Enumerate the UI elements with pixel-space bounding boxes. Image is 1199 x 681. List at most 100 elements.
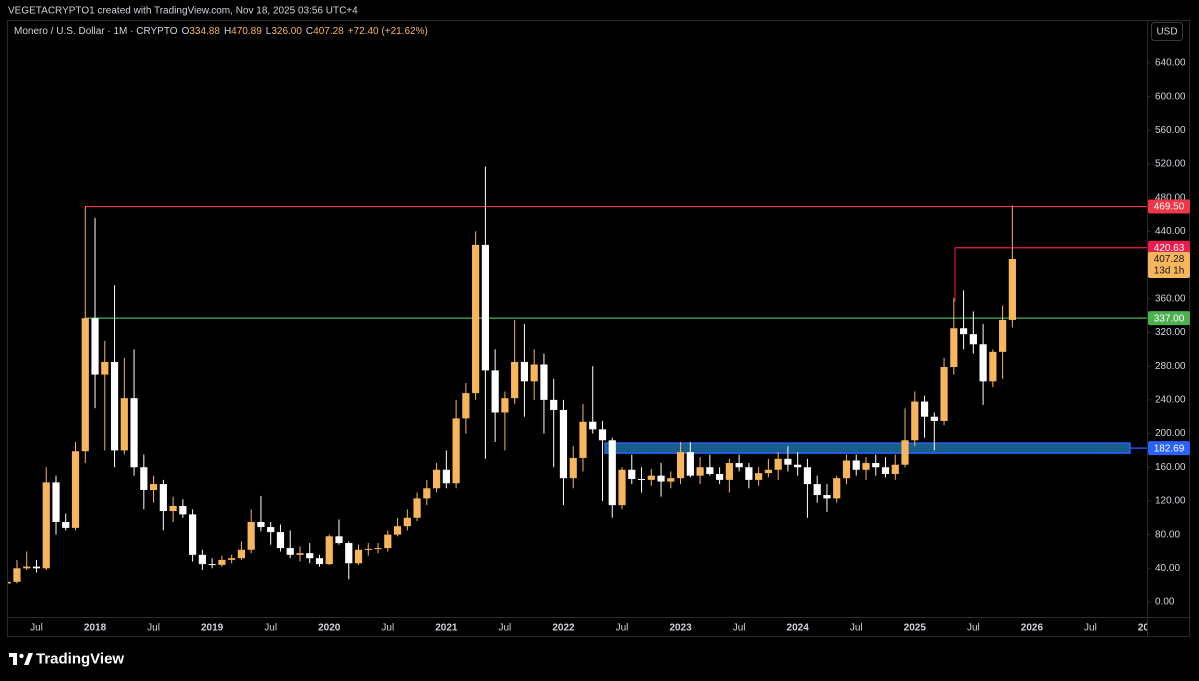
candle-body [872,463,880,468]
x-tick-label: Jul [147,623,160,634]
change: +72.40 (+21.62%) [348,26,428,37]
candle-body [423,488,431,499]
level-price-box [1148,240,1190,255]
ohlc-key: L [266,26,272,37]
candle-body [81,318,89,452]
candle-body [706,467,714,474]
x-tick-label: Jul [967,623,980,634]
candle-body [520,361,529,382]
ohlc-value: 470.89 [231,26,262,37]
x-tick-label: Jul [499,623,512,634]
candle-body [598,429,607,441]
frame [7,20,1190,637]
candle-body [608,440,616,506]
candle-body [179,505,187,515]
candle-body [32,566,41,569]
y-tick-label: 280.00 [1155,361,1186,372]
legend-text: Monero / U.S. Dollar · 1M · CRYPTO O334.8… [14,26,428,37]
x-tick-label: Jul [1084,623,1097,634]
y-tick-label: 120.00 [1155,496,1186,507]
y-tick-label: 320.00 [1155,327,1186,338]
x-tick-label: 2027 [1138,623,1161,634]
candle-body [823,495,831,499]
candle-body [315,558,324,565]
candle-body [745,467,753,480]
candle-body [901,440,909,465]
y-tick-label: 560.00 [1155,125,1186,136]
candle-body [628,469,636,480]
candle-body [432,469,441,489]
candle-body [296,553,304,555]
candle-body [374,548,382,550]
candle-body [803,467,812,485]
price-axis: 0.00 40.00 80.00 120.00 160.00 200.00 240.00 28… [1147,58,1190,608]
x-tick-label: Jul [30,623,43,634]
candle-body [267,527,275,533]
candle-body [735,463,743,468]
y-tick-label: 80.00 [1155,529,1180,540]
candle-body [247,521,255,550]
candle-body [452,418,460,484]
candle-body [159,484,167,512]
candle-body [481,244,489,371]
y-tick-label: 520.00 [1155,159,1186,170]
level-price-box [1148,441,1190,456]
candle-body [501,398,509,413]
candle-body [813,484,821,496]
candle-body [794,464,802,468]
candle-body [959,328,968,335]
attribution: VEGETACRYPTO1 created with TradingView.c… [8,6,358,17]
x-tick-label: 2025 [904,623,927,634]
candle-body [276,532,285,549]
candle-body [862,463,870,470]
candle-body [130,398,138,468]
candle-body [989,351,997,382]
legend: Monero / U.S. Dollar · 1M · CRYPTO O334.8… [14,26,428,37]
candle-body [833,478,841,499]
ohlc-value: 326.00 [271,26,302,37]
candle-body [676,452,685,479]
candle-body [891,464,899,474]
candle-body [257,521,265,528]
candle-body [228,558,236,560]
y-tick-label: 360.00 [1155,293,1186,304]
candle-body [979,344,987,382]
candle-body [306,553,314,559]
candle-body [774,458,782,470]
candle-body [325,536,333,565]
y-tick-label: 40.00 [1155,563,1180,574]
candle-body [618,469,626,506]
candle-body [62,521,70,528]
candle-body [403,517,411,527]
x-tick-label: 2020 [318,623,341,634]
level-price-box [1148,199,1190,214]
candle-body [23,566,31,569]
candle-body [950,328,958,368]
candle-body [91,318,99,375]
candle-body [569,457,577,479]
y-tick-label: 160.00 [1155,462,1186,473]
candle-body [686,452,694,476]
candle-body [755,473,763,480]
candle-body [169,505,177,512]
level-price-label: 337.00 [1154,313,1185,324]
candle-body [579,421,587,458]
candle-body [667,478,675,482]
candle-body [364,548,372,550]
candle-body [940,367,948,421]
level-price-box [1148,311,1190,326]
candle-body [413,498,421,518]
ohlc-key: C [306,26,313,37]
candle-body [442,469,450,484]
candle-body [1008,258,1016,320]
candle-body [725,463,733,480]
candle-body [920,401,929,417]
candle-body [110,361,119,451]
candle-body [120,398,128,451]
candle-body [71,451,80,528]
candle-body [696,467,704,476]
ohlc-key: H [224,26,231,37]
x-tick-label: 2021 [435,623,458,634]
